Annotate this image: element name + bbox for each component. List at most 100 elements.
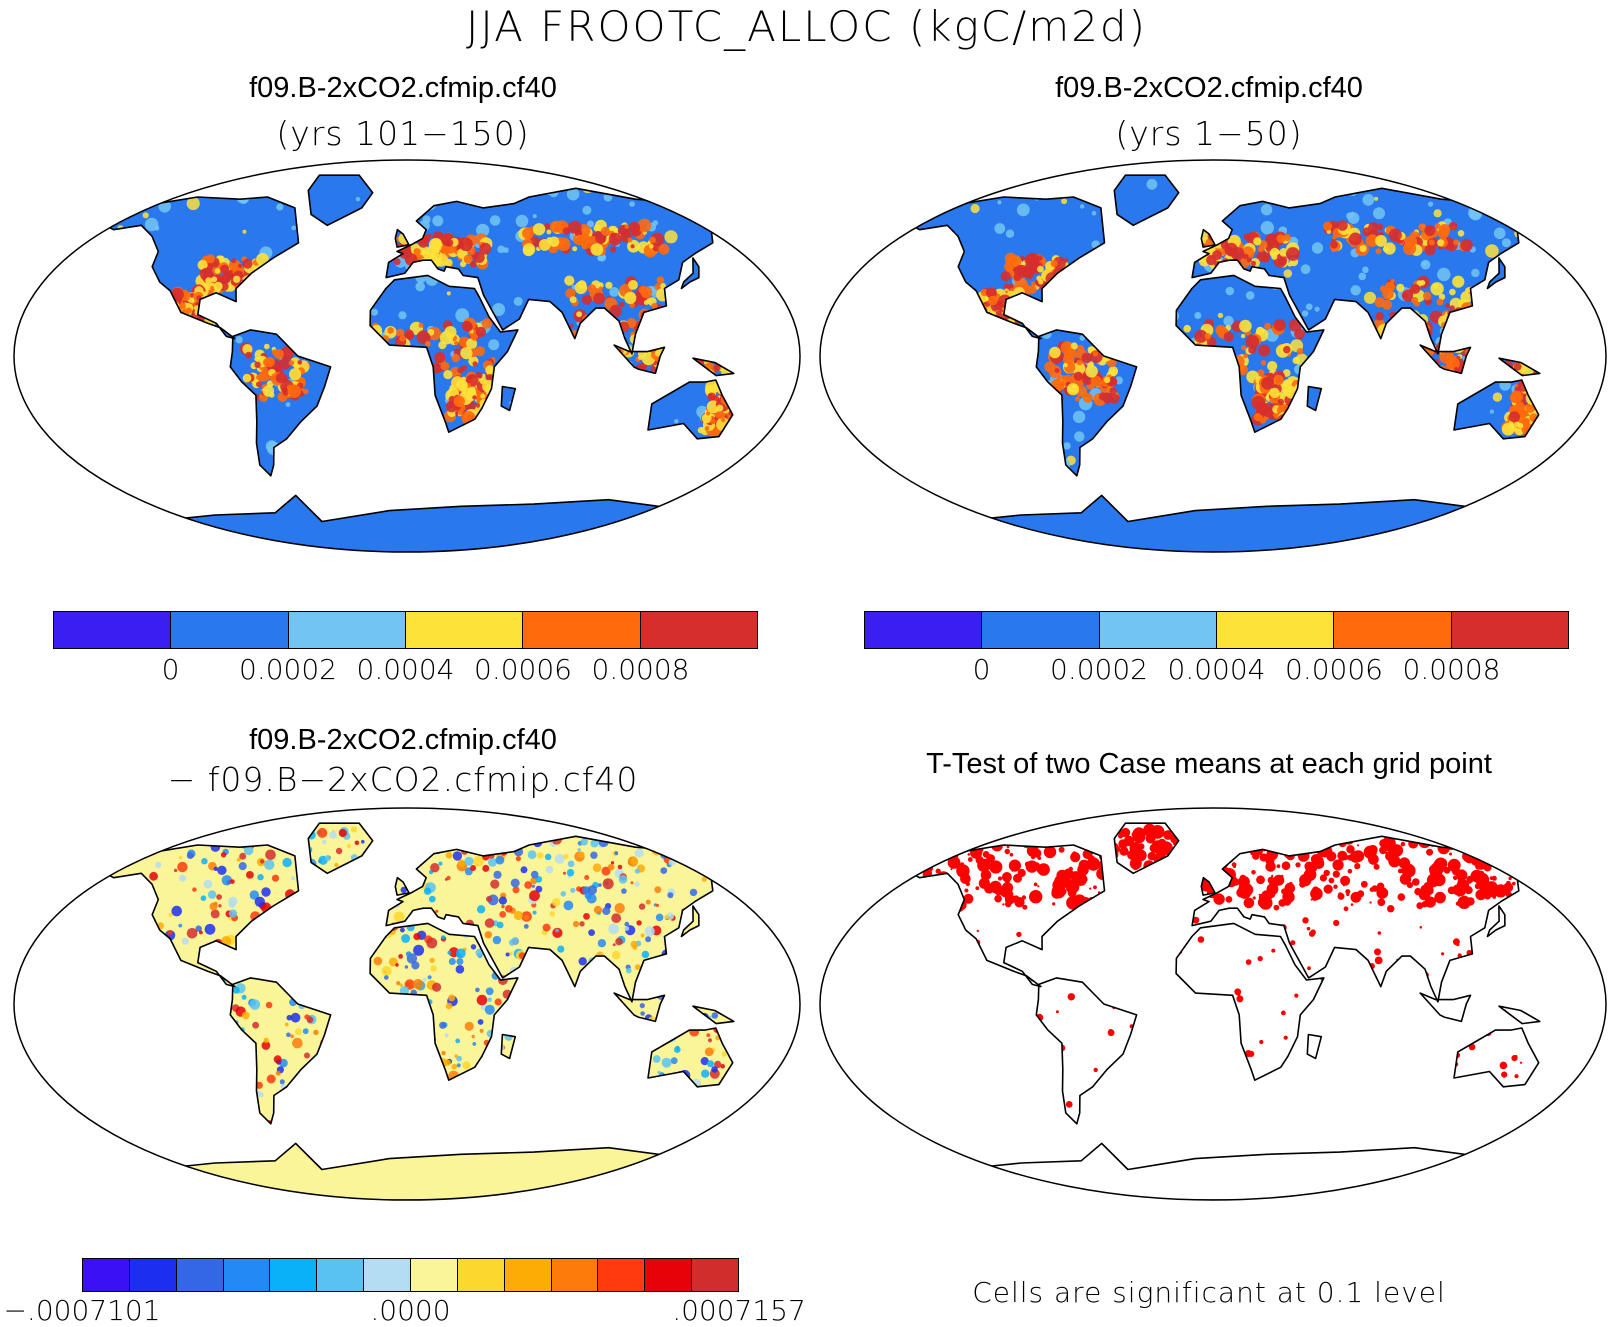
coastline-japan <box>1486 257 1506 290</box>
colorbar-swatch <box>1334 612 1452 648</box>
coastline-britain <box>1200 876 1216 896</box>
colorbar-swatch <box>171 612 289 648</box>
colorbar-swatch <box>982 612 1100 648</box>
coastline-madagascar <box>500 1033 517 1060</box>
coastline-madagascar <box>1306 385 1323 412</box>
coastline-australia <box>647 1027 734 1088</box>
panel-case2-title: f09.B-2xCO2.cfmip.cf40 <box>1055 72 1363 104</box>
coastline-indonesia <box>613 992 666 1023</box>
coastline-australia <box>1453 1027 1540 1088</box>
colorbar-swatch <box>405 612 524 648</box>
map-difference <box>13 807 801 1201</box>
coastline-africa <box>369 274 519 433</box>
colorbar-tick-label: 0.0002 <box>239 653 337 686</box>
coastline-madagascar <box>1306 1033 1323 1060</box>
colorbar-swatch <box>317 1259 365 1291</box>
colorbar-tick-label: 0.0004 <box>356 653 455 686</box>
panel-ttest-title: T-Test of two Case means at each grid po… <box>926 748 1492 780</box>
map-border <box>13 807 801 1201</box>
coastline-newguinea <box>1498 357 1541 377</box>
map-border <box>819 159 1607 553</box>
coastline-indonesia <box>1419 992 1472 1023</box>
coastline-southamerica <box>229 977 332 1125</box>
coastline-northamerica <box>902 844 1106 988</box>
map-case1 <box>13 159 801 553</box>
map-border <box>819 807 1607 1201</box>
colorbar-swatch <box>364 1259 412 1291</box>
coastline-africa <box>369 922 519 1081</box>
colorbar-swatch <box>504 1259 552 1291</box>
coastline-greenland <box>307 174 374 227</box>
coastline-japan <box>1486 905 1506 938</box>
panel-case2-subtitle: (yrs 1−50) <box>1115 114 1303 153</box>
panel-diff-subtitle: − f09.B−2xCO2.cfmip.cf40 <box>167 760 639 799</box>
colorbar-swatch <box>288 612 406 648</box>
map-ttest <box>819 807 1607 1201</box>
colorbar-swatch <box>129 1259 177 1291</box>
colorbar-tick-label: 0.0006 <box>1285 653 1383 686</box>
colorbar-swatch <box>645 1259 693 1291</box>
coastline-indonesia <box>613 344 666 375</box>
coastline-britain <box>394 876 410 896</box>
colorbar-swatch <box>598 1259 646 1291</box>
coastline-africa <box>1175 274 1325 433</box>
coastline-greenland <box>307 822 374 875</box>
colorbar-tick-label: 0.0008 <box>591 653 690 686</box>
coastline-madagascar <box>500 385 517 412</box>
coastline-australia <box>647 379 734 440</box>
colorbar-swatch <box>692 1259 739 1291</box>
coastline-greenland <box>1113 174 1180 227</box>
map-case2 <box>819 159 1607 553</box>
colorbar-swatch <box>523 612 641 648</box>
colorbar-swatch <box>1099 612 1217 648</box>
coastline-southamerica <box>1035 329 1138 477</box>
coastline-japan <box>680 905 700 938</box>
coastline-greenland <box>1113 822 1180 875</box>
colorbar-swatch <box>54 612 172 648</box>
colorbar-swatch <box>551 1259 599 1291</box>
colorbar-tick-label: .0000 <box>370 1294 451 1327</box>
coastline-africa <box>1175 922 1325 1081</box>
coastline-newguinea <box>692 1005 735 1025</box>
coastline-eurasia <box>1191 835 1544 1003</box>
colorbar-tick-label: −.0007101 <box>3 1294 161 1327</box>
colorbar-swatch <box>270 1259 318 1291</box>
coastline-newguinea <box>1498 1005 1541 1025</box>
panel-diff-title: f09.B-2xCO2.cfmip.cf40 <box>249 724 557 756</box>
colorbar-swatch <box>411 1259 458 1291</box>
colorbar-tick-label: 0.0008 <box>1402 653 1501 686</box>
coastline-britain <box>1200 228 1216 248</box>
coastline-southamerica <box>1035 977 1138 1125</box>
colorbar-tick-label: .0007157 <box>672 1294 806 1327</box>
panel-case1-subtitle: (yrs 101−150) <box>276 114 530 153</box>
coastline-eurasia <box>385 187 738 355</box>
colorbar-swatch <box>457 1259 505 1291</box>
colorbar-case2 <box>864 611 1569 649</box>
page-title: JJA FROOTC_ALLOC (kgC/m2d) <box>466 2 1147 51</box>
coastline-eurasia <box>1191 187 1544 355</box>
coastline-northamerica <box>96 196 300 340</box>
coastline-newguinea <box>692 357 735 377</box>
coastline-indonesia <box>1419 344 1472 375</box>
coastline-southamerica <box>229 329 332 477</box>
coastline-japan <box>680 257 700 290</box>
coastline-britain <box>394 228 410 248</box>
colorbar-swatch <box>865 612 983 648</box>
colorbar-swatch <box>176 1259 224 1291</box>
colorbar-tick-label: 0 <box>161 653 180 686</box>
colorbar-swatch <box>83 1259 130 1291</box>
significance-note: Cells are significant at 0.1 level <box>972 1276 1446 1309</box>
colorbar-swatch <box>1216 612 1335 648</box>
coastline-australia <box>1453 379 1540 440</box>
colorbar-swatch <box>223 1259 271 1291</box>
colorbar-case1 <box>53 611 758 649</box>
colorbar-tick-label: 0.0006 <box>474 653 572 686</box>
coastline-eurasia <box>385 835 738 1003</box>
colorbar-tick-label: 0 <box>972 653 991 686</box>
colorbar-tick-label: 0.0002 <box>1050 653 1148 686</box>
colorbar-swatch <box>1451 612 1568 648</box>
colorbar-difference <box>82 1258 739 1292</box>
coastline-northamerica <box>902 196 1106 340</box>
colorbar-swatch <box>640 612 757 648</box>
colorbar-tick-label: 0.0004 <box>1167 653 1266 686</box>
